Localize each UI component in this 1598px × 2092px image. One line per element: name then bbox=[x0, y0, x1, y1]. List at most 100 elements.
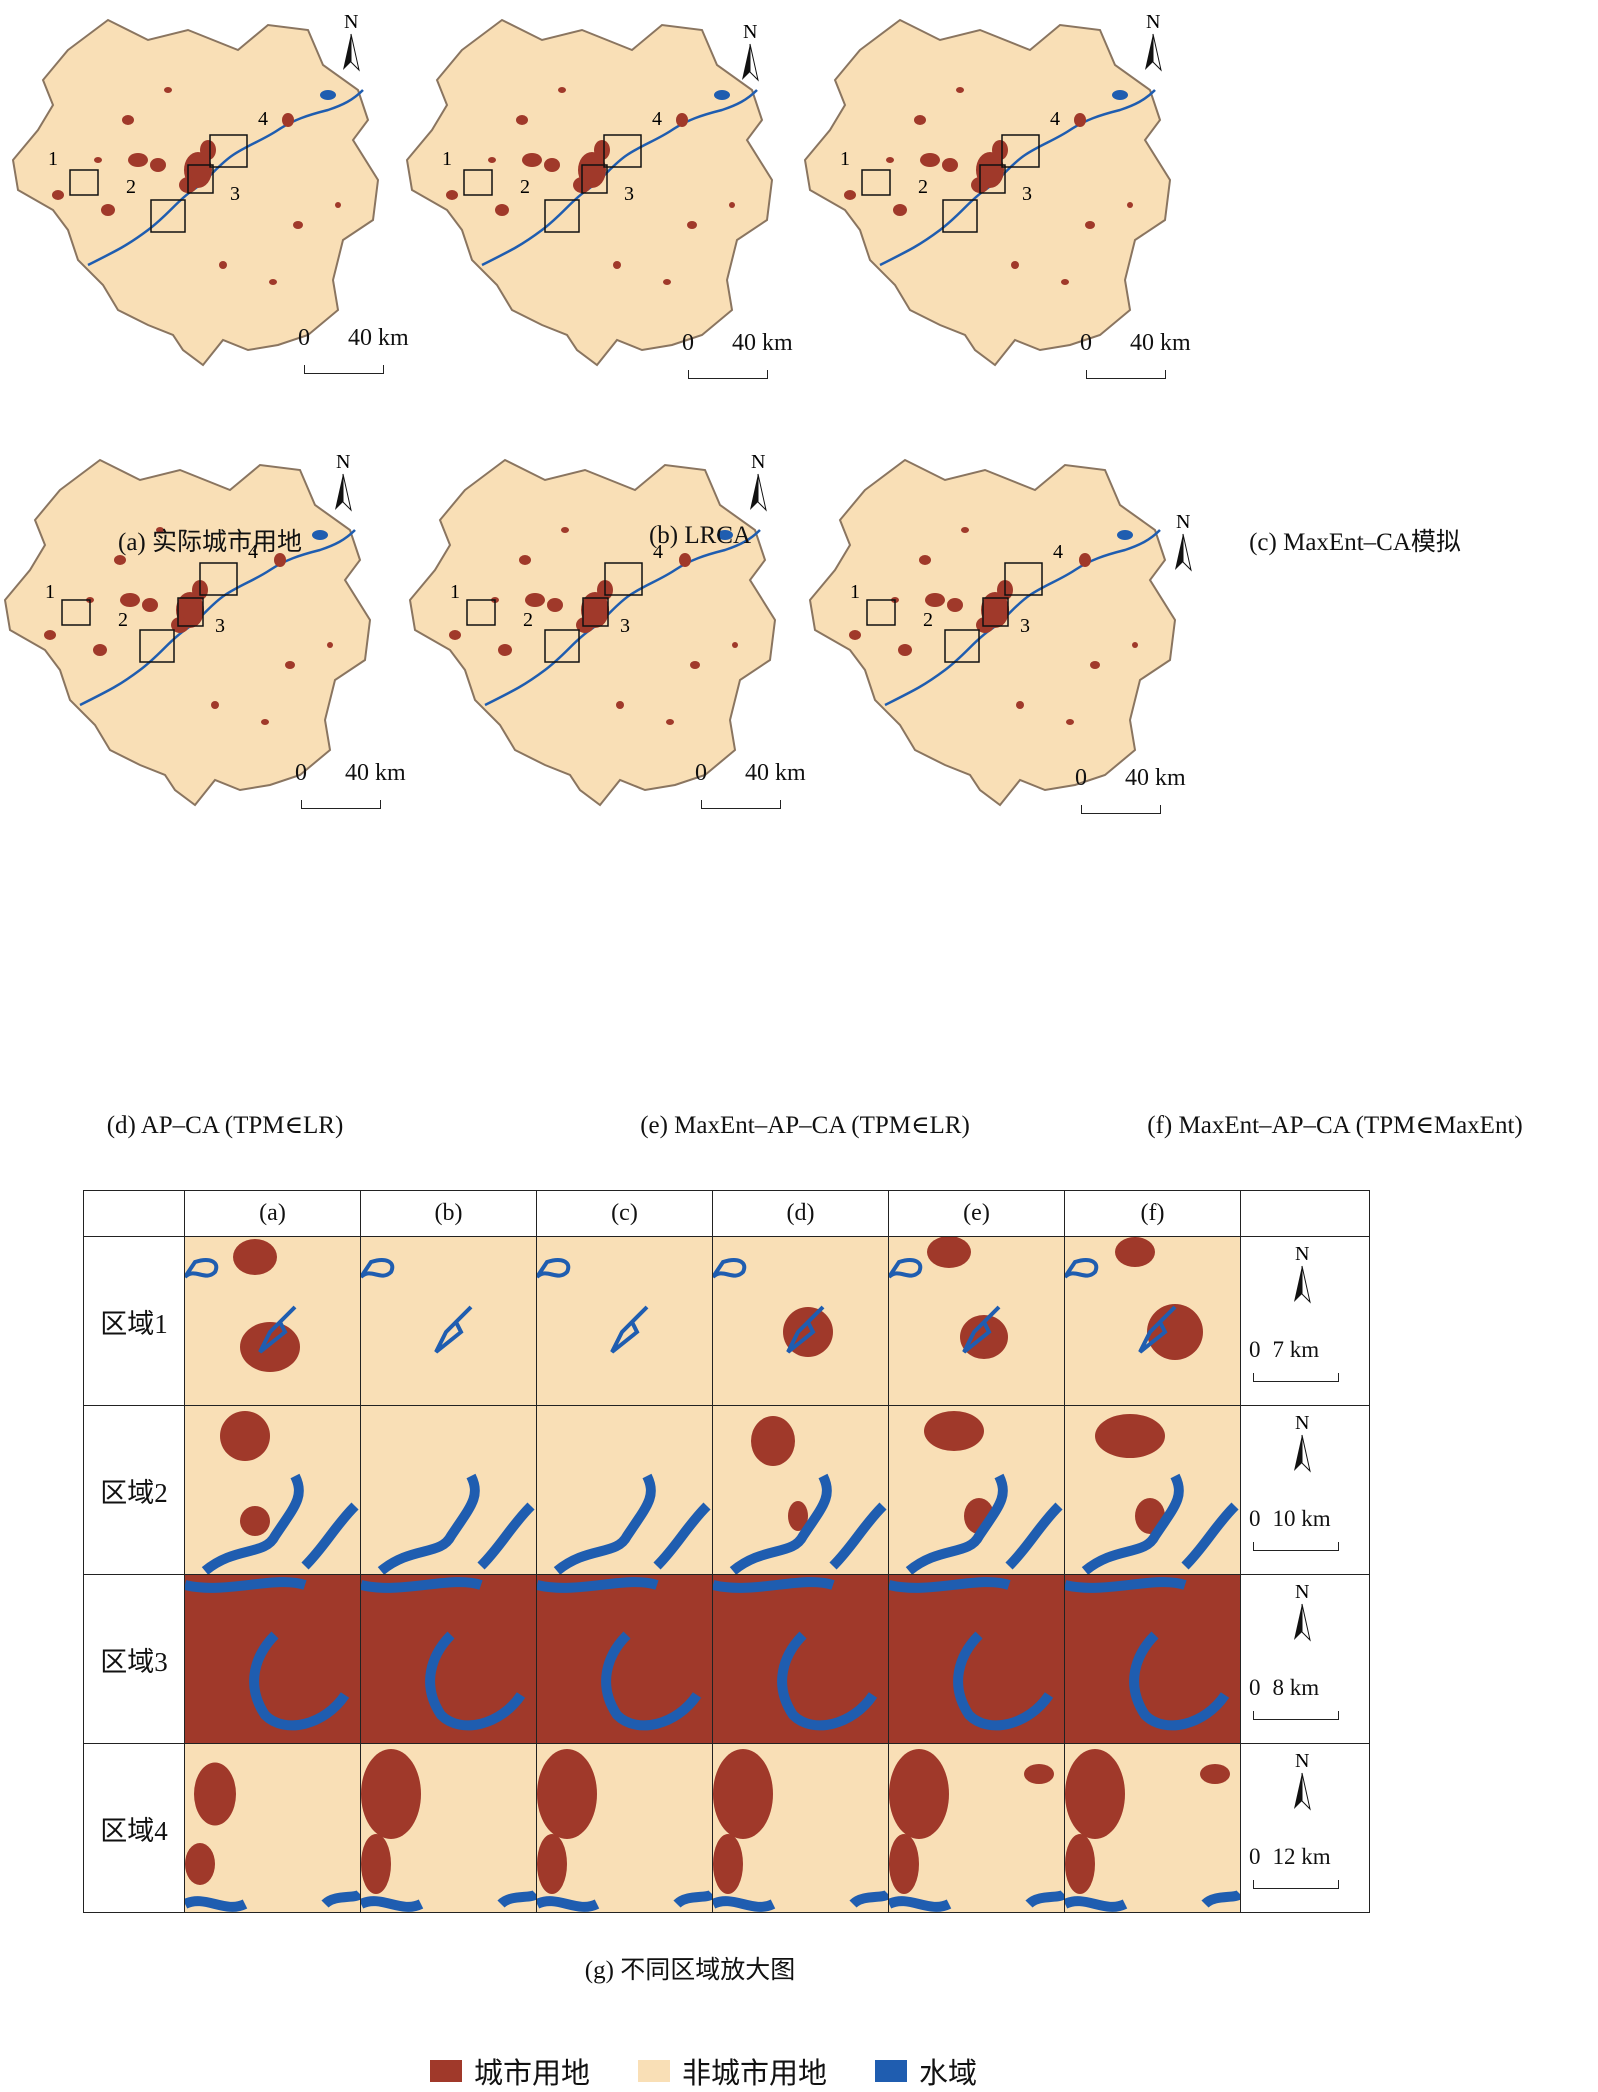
north-label: N bbox=[344, 11, 358, 33]
water-feature bbox=[849, 1889, 888, 1908]
region-box-2 bbox=[150, 199, 186, 233]
urban-patch bbox=[1090, 661, 1100, 669]
region-label-2: 2 bbox=[923, 609, 933, 631]
urban-patch bbox=[1127, 202, 1133, 208]
urban-patch bbox=[52, 190, 64, 200]
zoom-canvas bbox=[889, 1575, 1064, 1743]
scale-distance: 40 km bbox=[1125, 765, 1186, 791]
water-feature bbox=[729, 1473, 832, 1574]
water-feature bbox=[537, 1577, 659, 1593]
water-feature bbox=[434, 1305, 473, 1354]
urban-patch bbox=[446, 190, 458, 200]
urban-patch bbox=[713, 1749, 773, 1839]
region-label-2: 2 bbox=[523, 609, 533, 631]
scale-line bbox=[1086, 370, 1166, 379]
urban-patch bbox=[889, 1834, 919, 1894]
urban-patch bbox=[713, 1834, 743, 1894]
map-canvas-b: 1 2 3 4 N bbox=[405, 18, 774, 367]
urban-patch bbox=[114, 555, 126, 565]
zoom-background bbox=[185, 1406, 360, 1574]
overview-map-c: 1 2 3 4 N 0 40 km bbox=[800, 10, 1200, 390]
legend-swatch-water bbox=[875, 2060, 908, 2082]
scale-text: 0 12 km bbox=[1249, 1844, 1331, 1870]
water-feature bbox=[1005, 1502, 1063, 1570]
scale-zero: 0 bbox=[1249, 1506, 1261, 1531]
scale-bar-f: 0 40 km bbox=[1075, 765, 1195, 825]
water-feature bbox=[258, 1305, 297, 1354]
urban-patch bbox=[729, 202, 735, 208]
urban-patch bbox=[893, 204, 907, 216]
north-arrow-left bbox=[335, 474, 343, 510]
north-arrow-right bbox=[342, 473, 352, 512]
urban-patch bbox=[150, 158, 166, 172]
urban-patch bbox=[516, 115, 528, 125]
urban-patch bbox=[976, 617, 994, 633]
region-box-4 bbox=[1004, 562, 1043, 596]
scale-distance: 40 km bbox=[345, 760, 406, 786]
scale-distance: 40 km bbox=[745, 760, 806, 786]
urban-patch bbox=[942, 158, 958, 172]
north-arrow-icon: N bbox=[343, 11, 360, 72]
urban-patch bbox=[594, 140, 610, 160]
overview-map-d: 1 2 3 4 N 0 40 km bbox=[0, 450, 406, 830]
row-label: 区域4 bbox=[83, 1743, 185, 1913]
north-arrow-left bbox=[1294, 1604, 1302, 1640]
region-label-2: 2 bbox=[118, 609, 128, 631]
water-feature bbox=[301, 1502, 359, 1570]
water-feature bbox=[653, 1502, 711, 1570]
region-box-4 bbox=[1001, 134, 1040, 168]
zoom-background bbox=[537, 1406, 712, 1574]
grid-caption: (g) 不同区域放大图 bbox=[584, 1957, 796, 1984]
region-label-3: 3 bbox=[1022, 183, 1032, 205]
legend-swatch-urban bbox=[430, 2060, 462, 2082]
north-arrow-left bbox=[1175, 534, 1183, 570]
zoom-canvas bbox=[185, 1237, 360, 1405]
study-area-boundary bbox=[408, 458, 777, 807]
north-arrow-left bbox=[343, 34, 351, 70]
scale-line bbox=[1253, 1880, 1339, 1889]
region-label-2: 2 bbox=[918, 176, 928, 198]
north-label: N bbox=[743, 21, 757, 43]
north-arrow-left bbox=[750, 474, 758, 510]
north-label: N bbox=[1146, 11, 1160, 33]
zoom-canvas bbox=[361, 1744, 536, 1912]
water-feature bbox=[889, 1258, 923, 1279]
region-box-3 bbox=[582, 597, 609, 627]
water-feature bbox=[361, 1577, 483, 1593]
region-label-1: 1 bbox=[442, 148, 452, 170]
water-feature bbox=[905, 1473, 1008, 1574]
urban-patch bbox=[261, 719, 269, 725]
lake bbox=[320, 90, 336, 100]
zoom-cell-f bbox=[1064, 1743, 1241, 1913]
lake bbox=[717, 530, 733, 540]
water-feature bbox=[185, 1577, 307, 1593]
urban-patch bbox=[1065, 1834, 1095, 1894]
urban-patch bbox=[335, 202, 341, 208]
zoom-canvas bbox=[1065, 1237, 1240, 1405]
urban-patch bbox=[120, 593, 140, 607]
zoom-cell-f bbox=[1064, 1574, 1241, 1744]
urban-patch bbox=[927, 1237, 971, 1268]
scale-zero: 0 bbox=[298, 325, 310, 351]
col-header-e: (e) bbox=[888, 1190, 1065, 1237]
urban-patch bbox=[687, 221, 697, 229]
row-scale-cell: N 0 12 km bbox=[1240, 1743, 1370, 1913]
lake bbox=[312, 530, 328, 540]
north-arrow-left bbox=[742, 44, 750, 80]
zoom-canvas bbox=[889, 1406, 1064, 1574]
lake bbox=[1117, 530, 1133, 540]
scale-zero: 0 bbox=[1249, 1675, 1261, 1700]
row-scale-cell: N 0 7 km bbox=[1240, 1236, 1370, 1406]
urban-patch bbox=[1085, 221, 1095, 229]
grid-row: 区域1 N 0 7 km bbox=[83, 1236, 1370, 1406]
urban-patch bbox=[676, 113, 688, 127]
urban-patch bbox=[1074, 113, 1086, 127]
grid-corner bbox=[83, 1190, 185, 1237]
legend-label-nonurban: 非城市用地 bbox=[682, 2058, 828, 2090]
water-feature bbox=[497, 1889, 536, 1908]
water-feature bbox=[553, 1473, 656, 1574]
urban-patch bbox=[1132, 642, 1138, 648]
zoom-cell-e bbox=[888, 1574, 1065, 1744]
water-feature bbox=[713, 1577, 835, 1593]
urban-patch bbox=[327, 642, 333, 648]
